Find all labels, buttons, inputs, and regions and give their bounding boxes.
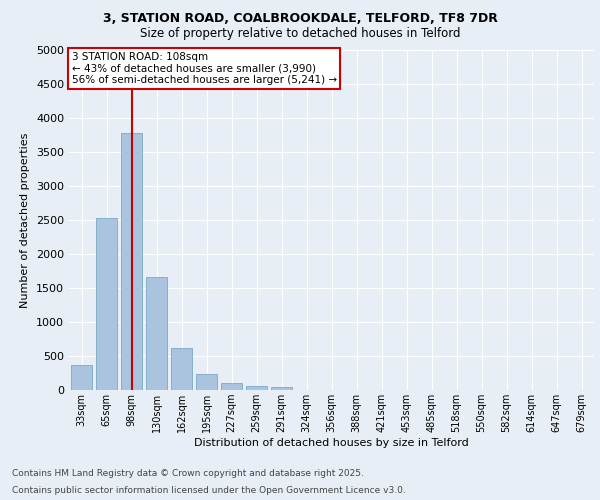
Text: 3, STATION ROAD, COALBROOKDALE, TELFORD, TF8 7DR: 3, STATION ROAD, COALBROOKDALE, TELFORD,… <box>103 12 497 26</box>
Bar <box>171 348 192 390</box>
Bar <box>221 383 242 390</box>
Y-axis label: Number of detached properties: Number of detached properties <box>20 132 31 308</box>
Text: 3 STATION ROAD: 108sqm
← 43% of detached houses are smaller (3,990)
56% of semi-: 3 STATION ROAD: 108sqm ← 43% of detached… <box>71 52 337 85</box>
Bar <box>246 386 267 390</box>
Bar <box>196 374 217 390</box>
Bar <box>96 218 117 390</box>
Text: Size of property relative to detached houses in Telford: Size of property relative to detached ho… <box>140 28 460 40</box>
Text: Contains HM Land Registry data © Crown copyright and database right 2025.: Contains HM Land Registry data © Crown c… <box>12 468 364 477</box>
Bar <box>271 386 292 390</box>
Bar <box>121 134 142 390</box>
Text: Contains public sector information licensed under the Open Government Licence v3: Contains public sector information licen… <box>12 486 406 495</box>
X-axis label: Distribution of detached houses by size in Telford: Distribution of detached houses by size … <box>194 438 469 448</box>
Bar <box>146 277 167 390</box>
Bar <box>71 364 92 390</box>
